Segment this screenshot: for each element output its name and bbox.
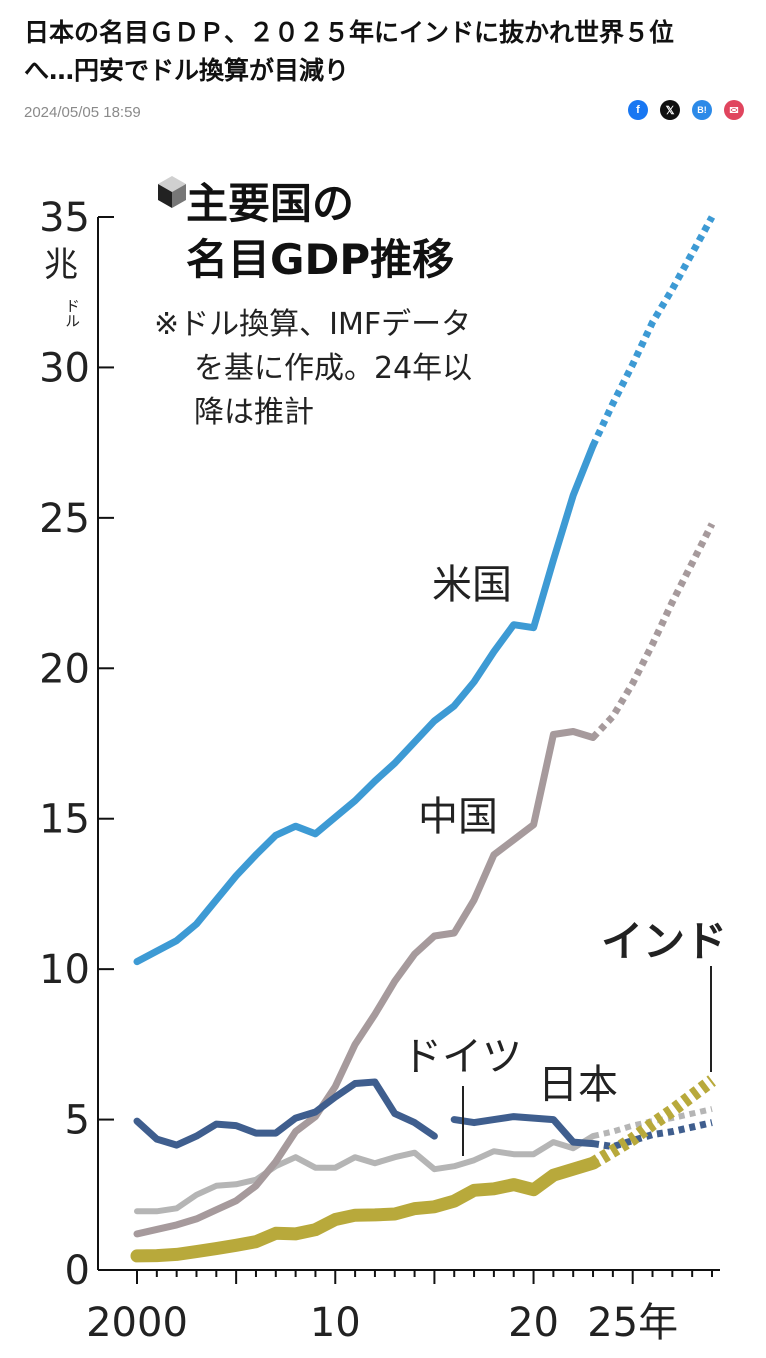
y-tick-label: 15 (39, 797, 90, 843)
chart-note-line-1: ※ドル換算、IMFデータ (154, 307, 471, 342)
series-label-india: インド (601, 917, 727, 966)
x-tick-label: 20 (508, 1300, 559, 1346)
chart-note-line-3: 降は推計 (194, 395, 314, 430)
chart-note-line-2: を基に作成。24年以 (194, 351, 472, 386)
y-tick-label: 35 (39, 195, 90, 241)
series-line-japan (450, 1113, 597, 1148)
series-forecast-germany (592, 1106, 713, 1140)
series-forecast-china (590, 522, 716, 740)
headline-line-2: へ…円安でドル換算が目減り (24, 56, 350, 85)
article-headline: 日本の名目ＧＤＰ、２０２５年にインドに抜かれ世界５位 へ…円安でドル換算が目減り (24, 14, 714, 90)
series-line-china (133, 728, 597, 1238)
hatena-bookmark-icon[interactable]: B! (692, 100, 712, 120)
mail-share-icon[interactable]: ✉ (724, 100, 744, 120)
series-us (133, 215, 716, 966)
series-india (130, 1075, 716, 1263)
headline-line-1: 日本の名目ＧＤＰ、２０２５年にインドに抜かれ世界５位 (24, 18, 675, 47)
chart-title-icon (158, 176, 186, 208)
y-axis-unit-main: 兆 (44, 245, 78, 285)
x-share-icon[interactable]: 𝕏 (660, 100, 680, 120)
publish-timestamp: 2024/05/05 18:59 (24, 104, 141, 121)
y-axis-unit-sub: ドル (63, 298, 81, 328)
series-label-china: 中国 (418, 794, 498, 840)
chart-axes: 0 5 10 15 20 25 30 35 2000 10 20 25年 (39, 195, 720, 1346)
article-meta: 2024/05/05 18:59 f 𝕏 B! ✉ (24, 100, 744, 130)
y-tick-label: 5 (65, 1098, 90, 1144)
series-japan (133, 1078, 713, 1151)
x-tick-label: 10 (310, 1300, 361, 1346)
y-tick-label: 0 (65, 1248, 90, 1294)
facebook-share-icon[interactable]: f (628, 100, 648, 120)
series-line-us (133, 442, 597, 966)
x-tick-label: 25年 (587, 1300, 678, 1346)
y-tick-label: 10 (39, 947, 90, 993)
series-label-us: 米国 (432, 562, 512, 608)
series-forecast-india (589, 1075, 716, 1169)
series-china (133, 522, 716, 1238)
series-line-japan (133, 1078, 438, 1149)
series-label-germany: ドイツ (402, 1034, 522, 1080)
y-tick-label: 25 (39, 496, 90, 542)
series-forecast-japan (592, 1119, 713, 1151)
y-tick-label: 30 (39, 345, 90, 391)
y-tick-label: 20 (39, 646, 90, 692)
chart-title-line-2: 名目GDP推移 (186, 235, 454, 284)
series-line-india (130, 1156, 600, 1263)
series-label-japan: 日本 (538, 1062, 618, 1108)
chart-title-line-1: 主要国の (186, 179, 354, 228)
series-forecast-us (589, 215, 716, 448)
series-germany (134, 1106, 713, 1215)
series-line-germany (134, 1133, 596, 1215)
share-buttons: f 𝕏 B! ✉ (628, 100, 744, 120)
x-tick-label: 2000 (86, 1300, 188, 1346)
